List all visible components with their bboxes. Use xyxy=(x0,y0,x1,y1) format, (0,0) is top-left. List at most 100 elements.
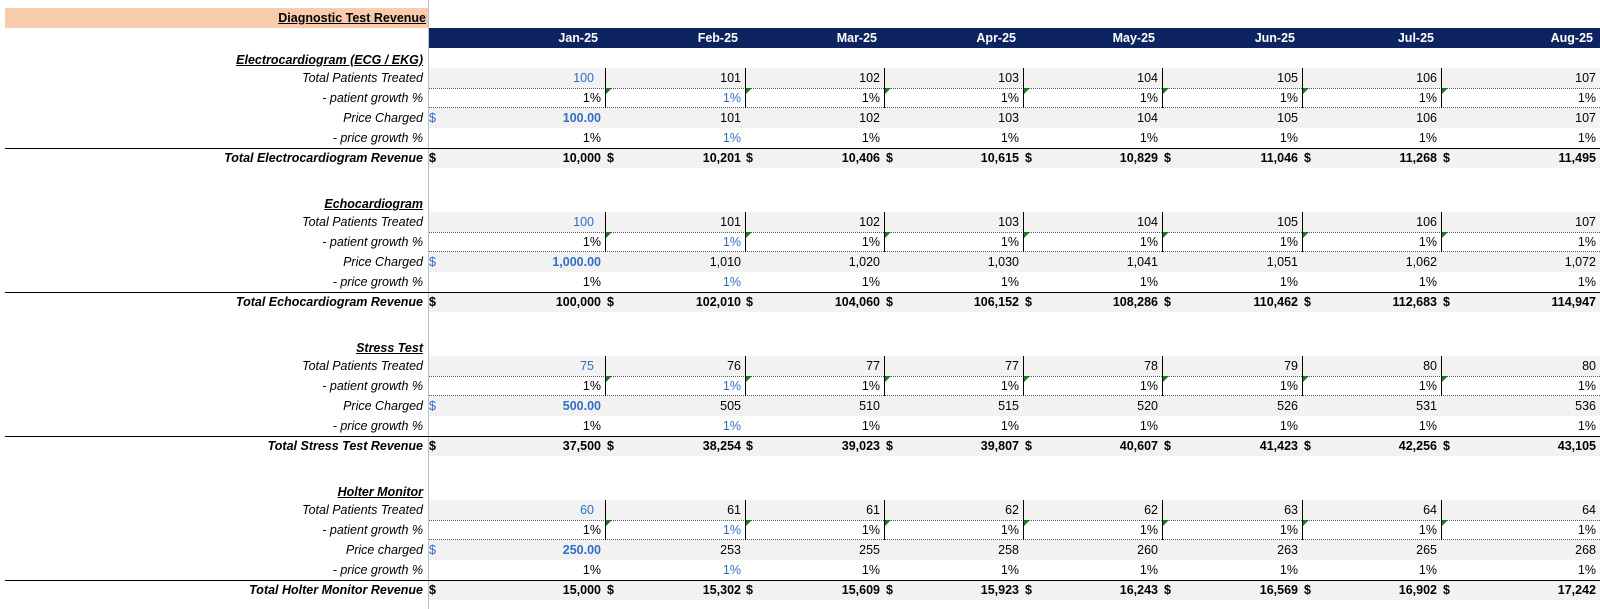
month-header-apr-25[interactable]: Apr-25 xyxy=(976,31,1016,45)
electrocardiogram-ecg-ekg-patient-growth-cell[interactable]: 1% xyxy=(1302,88,1440,108)
holter-monitor-patient-growth-cell[interactable]: 1% xyxy=(605,520,744,540)
month-header-jan-25[interactable]: Jan-25 xyxy=(558,31,598,45)
sheet-title[interactable]: Diagnostic Test Revenue xyxy=(5,8,428,28)
month-header-mar-25[interactable]: Mar-25 xyxy=(836,31,877,45)
holter-monitor-price-cell[interactable]: 255 xyxy=(744,540,883,560)
electrocardiogram-ecg-ekg-total-cell[interactable]: 11,268 $ xyxy=(1302,148,1440,168)
stress-test-price-growth-cell[interactable]: 1% xyxy=(884,416,1022,436)
electrocardiogram-ecg-ekg-patients-cell[interactable]: 100 xyxy=(429,68,604,88)
electrocardiogram-ecg-ekg-patients-cell[interactable]: 103 xyxy=(884,68,1022,88)
electrocardiogram-ecg-ekg-patient-growth-cell[interactable]: 1% xyxy=(1162,88,1301,108)
holter-monitor-patient-growth-cell[interactable]: 1% xyxy=(1162,520,1301,540)
holter-monitor-price-growth-cell[interactable]: 1% xyxy=(744,560,883,580)
electrocardiogram-ecg-ekg-price-cell[interactable]: 107 xyxy=(1441,108,1599,128)
holter-monitor-patient-growth-cell[interactable]: 1% xyxy=(1441,520,1599,540)
holter-monitor-price-cell[interactable]: 268 xyxy=(1441,540,1599,560)
echocardiogram-total-cell[interactable]: 110,462 $ xyxy=(1162,292,1301,312)
holter-monitor-patients-cell[interactable]: 63 xyxy=(1162,500,1301,520)
echocardiogram-price-cell[interactable]: 1,041 xyxy=(1023,252,1161,272)
stress-test-price-growth-cell[interactable]: 1% xyxy=(1023,416,1161,436)
echocardiogram-patients-cell[interactable]: 103 xyxy=(884,212,1022,232)
electrocardiogram-ecg-ekg-patient-growth-cell[interactable]: 1% xyxy=(1023,88,1161,108)
holter-monitor-patients-cell[interactable]: 61 xyxy=(605,500,744,520)
echocardiogram-patients-cell[interactable]: 106 xyxy=(1302,212,1440,232)
stress-test-total-cell[interactable]: 40,607 $ xyxy=(1023,436,1161,456)
echocardiogram-patients-cell[interactable]: 101 xyxy=(605,212,744,232)
month-header-jun-25[interactable]: Jun-25 xyxy=(1254,31,1295,45)
stress-test-price-growth-cell[interactable]: 1% xyxy=(605,416,744,436)
electrocardiogram-ecg-ekg-price-cell[interactable]: 103 xyxy=(884,108,1022,128)
holter-monitor-price-growth-cell[interactable]: 1% xyxy=(1441,560,1599,580)
electrocardiogram-ecg-ekg-patients-cell[interactable]: 102 xyxy=(744,68,883,88)
echocardiogram-price-cell[interactable]: 1,062 xyxy=(1302,252,1440,272)
stress-test-patient-growth-cell[interactable]: 1% xyxy=(744,376,883,396)
echocardiogram-total-cell[interactable]: 102,010 $ xyxy=(605,292,744,312)
stress-test-patients-cell[interactable]: 77 xyxy=(744,356,883,376)
electrocardiogram-ecg-ekg-price-growth-cell[interactable]: 1% xyxy=(1302,128,1440,148)
echocardiogram-patients-cell[interactable]: 102 xyxy=(744,212,883,232)
electrocardiogram-ecg-ekg-patient-growth-cell[interactable]: 1% xyxy=(884,88,1022,108)
echocardiogram-price-cell[interactable]: 1,000.00 $ xyxy=(429,252,604,272)
stress-test-patient-growth-cell[interactable]: 1% xyxy=(605,376,744,396)
holter-monitor-price-growth-cell[interactable]: 1% xyxy=(1023,560,1161,580)
echocardiogram-price-cell[interactable]: 1,072 xyxy=(1441,252,1599,272)
electrocardiogram-ecg-ekg-price-cell[interactable]: 104 xyxy=(1023,108,1161,128)
echocardiogram-price-growth-cell[interactable]: 1% xyxy=(429,272,604,292)
stress-test-patients-cell[interactable]: 77 xyxy=(884,356,1022,376)
month-header-feb-25[interactable]: Feb-25 xyxy=(697,31,738,45)
stress-test-patient-growth-cell[interactable]: 1% xyxy=(1023,376,1161,396)
echocardiogram-price-growth-cell[interactable]: 1% xyxy=(1441,272,1599,292)
echocardiogram-price-growth-cell[interactable]: 1% xyxy=(1023,272,1161,292)
echocardiogram-total-cell[interactable]: 104,060 $ xyxy=(744,292,883,312)
electrocardiogram-ecg-ekg-patients-cell[interactable]: 106 xyxy=(1302,68,1440,88)
electrocardiogram-ecg-ekg-total-cell[interactable]: 11,046 $ xyxy=(1162,148,1301,168)
stress-test-price-growth-cell[interactable]: 1% xyxy=(429,416,604,436)
holter-monitor-patient-growth-cell[interactable]: 1% xyxy=(429,520,604,540)
holter-monitor-price-cell[interactable]: 260 xyxy=(1023,540,1161,560)
echocardiogram-price-cell[interactable]: 1,010 xyxy=(605,252,744,272)
stress-test-patient-growth-cell[interactable]: 1% xyxy=(1162,376,1301,396)
echocardiogram-total-cell[interactable]: 100,000 $ xyxy=(429,292,604,312)
holter-monitor-price-growth-cell[interactable]: 1% xyxy=(1162,560,1301,580)
holter-monitor-price-growth-cell[interactable]: 1% xyxy=(1302,560,1440,580)
echocardiogram-price-growth-cell[interactable]: 1% xyxy=(744,272,883,292)
electrocardiogram-ecg-ekg-patient-growth-cell[interactable]: 1% xyxy=(429,88,604,108)
electrocardiogram-ecg-ekg-patients-cell[interactable]: 105 xyxy=(1162,68,1301,88)
electrocardiogram-ecg-ekg-total-cell[interactable]: 10,615 $ xyxy=(884,148,1022,168)
holter-monitor-total-cell[interactable]: 15,000 $ xyxy=(429,580,604,600)
echocardiogram-price-growth-cell[interactable]: 1% xyxy=(1302,272,1440,292)
electrocardiogram-ecg-ekg-patient-growth-cell[interactable]: 1% xyxy=(605,88,744,108)
echocardiogram-price-cell[interactable]: 1,051 xyxy=(1162,252,1301,272)
stress-test-patient-growth-cell[interactable]: 1% xyxy=(1441,376,1599,396)
electrocardiogram-ecg-ekg-price-cell[interactable]: 102 xyxy=(744,108,883,128)
holter-monitor-patients-cell[interactable]: 62 xyxy=(884,500,1022,520)
electrocardiogram-ecg-ekg-price-growth-cell[interactable]: 1% xyxy=(605,128,744,148)
stress-test-price-cell[interactable]: 515 xyxy=(884,396,1022,416)
electrocardiogram-ecg-ekg-total-cell[interactable]: 10,000 $ xyxy=(429,148,604,168)
stress-test-price-growth-cell[interactable]: 1% xyxy=(744,416,883,436)
electrocardiogram-ecg-ekg-total-cell[interactable]: 10,406 $ xyxy=(744,148,883,168)
electrocardiogram-ecg-ekg-patient-growth-cell[interactable]: 1% xyxy=(744,88,883,108)
electrocardiogram-ecg-ekg-price-growth-cell[interactable]: 1% xyxy=(1441,128,1599,148)
holter-monitor-total-cell[interactable]: 15,923 $ xyxy=(884,580,1022,600)
month-header-jul-25[interactable]: Jul-25 xyxy=(1397,31,1434,45)
echocardiogram-patients-cell[interactable]: 107 xyxy=(1441,212,1599,232)
holter-monitor-patients-cell[interactable]: 60 xyxy=(429,500,604,520)
holter-monitor-patients-cell[interactable]: 64 xyxy=(1302,500,1440,520)
holter-monitor-price-growth-cell[interactable]: 1% xyxy=(884,560,1022,580)
holter-monitor-price-growth-cell[interactable]: 1% xyxy=(605,560,744,580)
stress-test-total-cell[interactable]: 38,254 $ xyxy=(605,436,744,456)
month-header-may-25[interactable]: May-25 xyxy=(1112,31,1155,45)
echocardiogram-patient-growth-cell[interactable]: 1% xyxy=(1023,232,1161,252)
stress-test-patient-growth-cell[interactable]: 1% xyxy=(429,376,604,396)
electrocardiogram-ecg-ekg-price-growth-cell[interactable]: 1% xyxy=(429,128,604,148)
stress-test-patients-cell[interactable]: 78 xyxy=(1023,356,1161,376)
echocardiogram-total-cell[interactable]: 114,947 $ xyxy=(1441,292,1599,312)
echocardiogram-patient-growth-cell[interactable]: 1% xyxy=(884,232,1022,252)
stress-test-price-cell[interactable]: 526 xyxy=(1162,396,1301,416)
electrocardiogram-ecg-ekg-price-cell[interactable]: 100.00 $ xyxy=(429,108,604,128)
stress-test-total-cell[interactable]: 42,256 $ xyxy=(1302,436,1440,456)
echocardiogram-patient-growth-cell[interactable]: 1% xyxy=(1162,232,1301,252)
stress-test-price-cell[interactable]: 505 xyxy=(605,396,744,416)
holter-monitor-price-growth-cell[interactable]: 1% xyxy=(429,560,604,580)
